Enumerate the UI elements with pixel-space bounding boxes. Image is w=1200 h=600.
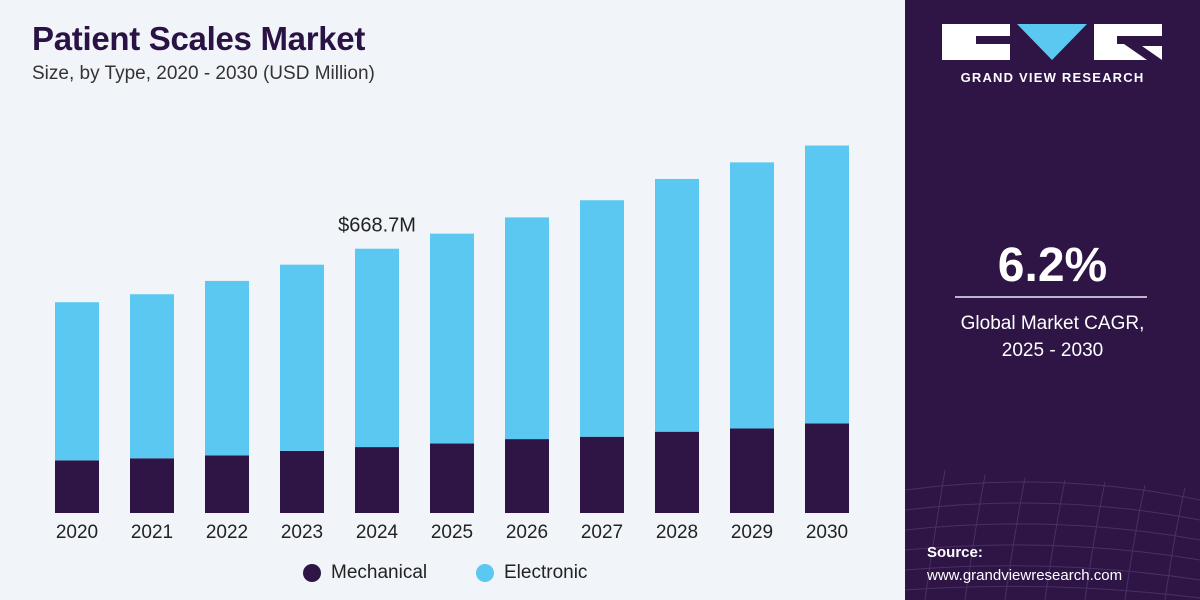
source-url-link[interactable]: www.grandviewresearch.com	[927, 567, 1123, 584]
bar-mechanical-2025	[430, 443, 474, 513]
bar-mechanical-2030	[805, 423, 849, 513]
bar-mechanical-2024	[355, 447, 399, 513]
x-tick-label-2026: 2026	[506, 522, 548, 543]
x-tick-label-2030: 2030	[806, 522, 848, 543]
x-tick-label-2029: 2029	[731, 522, 773, 543]
bar-mechanical-2022	[205, 455, 249, 513]
legend-swatch-electronic	[476, 564, 494, 582]
cagr-label-line2: 2025 - 2030	[1001, 340, 1104, 361]
source-label: Source:	[927, 544, 983, 561]
bar-electronic-2024	[355, 248, 399, 448]
bar-electronic-2028	[655, 178, 699, 432]
legend-item-mechanical: Mechanical	[303, 562, 427, 584]
legend-swatch-mechanical	[303, 564, 321, 582]
cagr-divider	[955, 296, 1147, 298]
bar-electronic-2026	[505, 217, 549, 440]
bar-mechanical-2021	[130, 458, 174, 513]
bar-electronic-2023	[280, 264, 324, 451]
bar-electronic-2029	[730, 162, 774, 429]
bar-mechanical-2028	[655, 431, 699, 513]
bar-mechanical-2023	[280, 450, 324, 513]
x-tick-label-2020: 2020	[56, 522, 98, 543]
bar-electronic-2020	[55, 302, 99, 461]
chart-panel: Patient Scales Market Size, by Type, 202…	[0, 20, 905, 588]
bar-chart: 2020 2021 2022 2023 2024 2025 2026 2027 2028 2029…	[55, 145, 849, 543]
chart-subtitle: Size, by Type, 2020 - 2030 (USD Million)	[32, 63, 375, 84]
annotation-2024: $668.7M	[338, 215, 416, 237]
x-tick-label-2025: 2025	[431, 522, 473, 543]
bar-mechanical-2020	[55, 460, 99, 513]
cagr-value: 6.2%	[997, 239, 1108, 292]
bar-electronic-2022	[205, 280, 249, 456]
bar-electronic-2027	[580, 200, 624, 437]
side-panel: GRAND VIEW RESEARCH 6.2% Global Market C…	[905, 0, 1200, 600]
cagr-label-line1: Global Market CAGR,	[960, 313, 1145, 334]
legend-item-electronic: Electronic	[476, 562, 587, 584]
x-tick-label-2028: 2028	[656, 522, 698, 543]
bar-electronic-2021	[130, 294, 174, 459]
brand-name: GRAND VIEW RESEARCH	[960, 70, 1145, 85]
bar-electronic-2025	[430, 233, 474, 444]
x-tick-label-2021: 2021	[131, 522, 173, 543]
cagr-label: Global Market CAGR, 2025 - 2030	[905, 310, 1200, 364]
legend-label-electronic: Electronic	[504, 562, 588, 583]
grand-view-research-logo	[942, 24, 1162, 60]
decorative-grid-graphic	[905, 470, 1200, 600]
x-tick-label-2027: 2027	[581, 522, 623, 543]
bar-mechanical-2029	[730, 428, 774, 513]
bar-mechanical-2027	[580, 436, 624, 513]
bar-mechanical-2026	[505, 439, 549, 513]
x-tick-label-2024: 2024	[356, 522, 399, 543]
x-tick-label-2022: 2022	[206, 522, 248, 543]
chart-title: Patient Scales Market	[32, 20, 366, 57]
x-tick-label-2023: 2023	[281, 522, 323, 543]
legend-label-mechanical: Mechanical	[331, 562, 428, 583]
bar-electronic-2030	[805, 145, 849, 424]
legend: Mechanical Electronic	[0, 562, 905, 588]
